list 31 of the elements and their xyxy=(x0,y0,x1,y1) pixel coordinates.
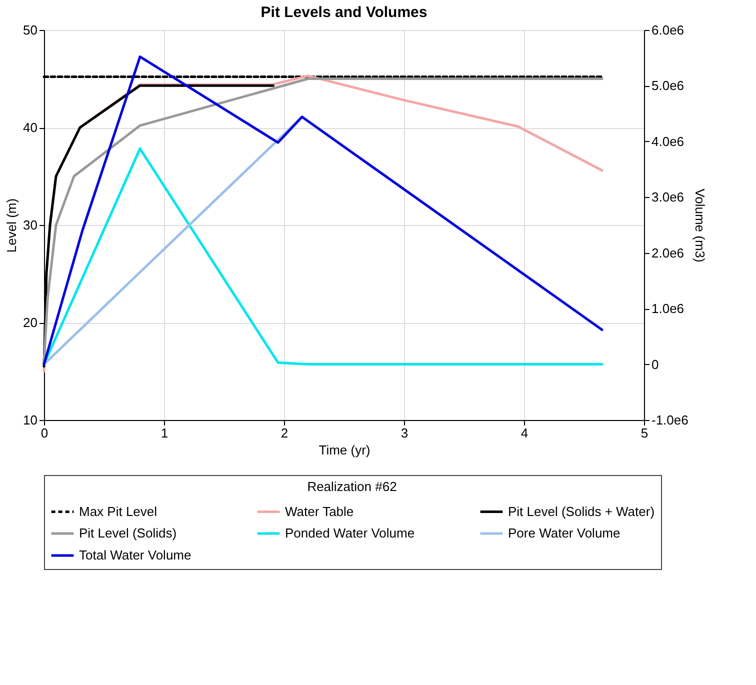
legend-title: Realization #62 xyxy=(307,479,397,494)
legend-label: Water Table xyxy=(285,504,354,519)
x-tick-label: 0 xyxy=(40,426,48,440)
y2-tick-label: 2.0e6 xyxy=(652,245,684,260)
y-tick-label: 50 xyxy=(23,22,38,38)
y2-tick-label: 1.0e6 xyxy=(652,301,684,316)
legend-label: Ponded Water Volume xyxy=(285,526,415,540)
y-tick-label: 30 xyxy=(23,218,38,232)
legend-label: Max Pit Level xyxy=(79,504,158,519)
y-tick-label: 40 xyxy=(23,120,38,135)
x-tick-label: 3 xyxy=(400,426,408,440)
legend-label: Pit Level (Solids) xyxy=(79,526,177,540)
x-axis-title: Time (yr) xyxy=(318,442,370,458)
legend-label: Total Water Volume xyxy=(79,548,192,562)
y-tick-label: 10 xyxy=(23,412,38,428)
x-tick-label: 5 xyxy=(640,426,648,440)
x-tick-label: 2 xyxy=(280,426,288,440)
y2-tick-label: 3.0e6 xyxy=(652,190,684,205)
y2-tick-label: 6.0e6 xyxy=(652,22,684,38)
y2-tick-label: 5.0e6 xyxy=(652,78,684,94)
y-tick-label: 20 xyxy=(23,315,38,330)
legend-label: Pore Water Volume xyxy=(508,526,620,540)
legend-label: Pit Level (Solids + Water) xyxy=(508,504,655,519)
x-tick-label: 4 xyxy=(520,426,528,440)
y2-axis-title: Volume (m3) xyxy=(692,188,708,262)
y2-tick-label: 4.0e6 xyxy=(652,134,684,149)
chart-title: Pit Levels and Volumes xyxy=(260,4,428,21)
x-tick-label: 1 xyxy=(160,426,168,440)
y2-tick-label: -1.0e6 xyxy=(652,412,688,428)
y2-tick-label: 0 xyxy=(652,356,659,372)
y-axis-title: Level (m) xyxy=(4,198,20,253)
